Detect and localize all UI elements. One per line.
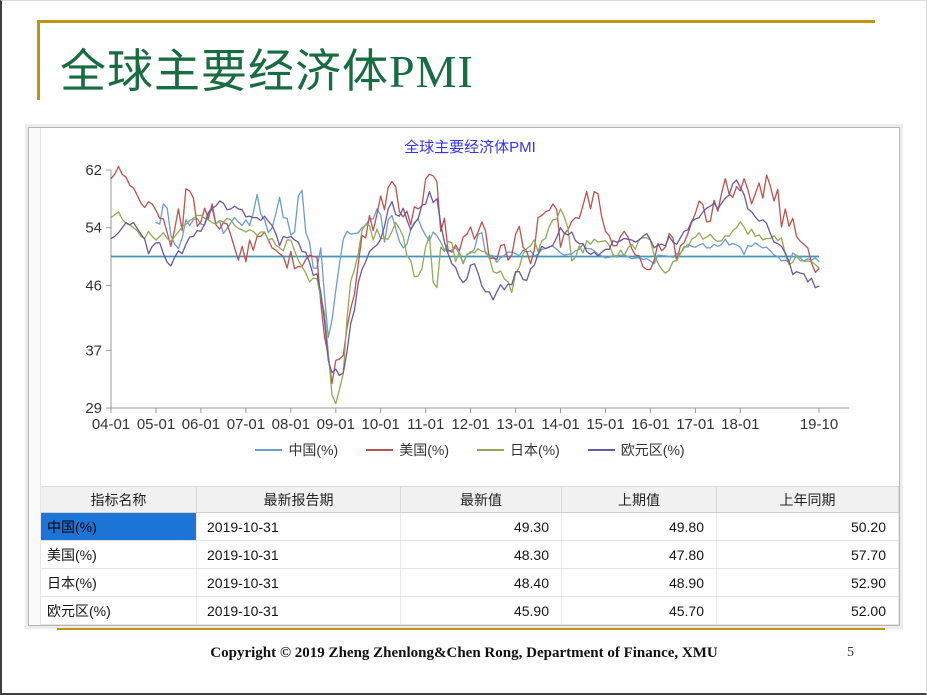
svg-text:12-01: 12-01: [451, 416, 489, 433]
chart-area: 62 54 46 37 29 04-01 05-01 06-01 07-01 08-01 09-01…: [41, 128, 899, 486]
legend-swatch-usa: [366, 449, 394, 451]
table-row[interactable]: 美国(%) 2019-10-31 48.30 47.80 57.70: [41, 541, 899, 569]
svg-text:08-01: 08-01: [272, 416, 310, 433]
header-cell-previous-value[interactable]: 上期值: [562, 487, 717, 512]
series-line-usa: [110, 165, 820, 385]
footer-copyright: Copyright © 2019 Zheng Zhenlong&Chen Ron…: [210, 645, 718, 661]
svg-text:14-01: 14-01: [541, 416, 579, 433]
footer-rule: [57, 628, 885, 630]
svg-text:37: 37: [85, 342, 102, 359]
cell-indicator-name-selected[interactable]: 中国(%): [41, 513, 197, 540]
legend-label-china: 中国(%): [288, 442, 339, 458]
page-number: 5: [847, 645, 854, 660]
cell-year-ago-value[interactable]: 52.90: [717, 569, 899, 596]
table-row[interactable]: 欧元区(%) 2019-10-31 45.90 45.70 52.00: [41, 597, 899, 625]
legend-label-japan: 日本(%): [510, 442, 560, 458]
legend-item-china: 中国(%): [255, 440, 338, 460]
cell-report-date[interactable]: 2019-10-31: [197, 569, 401, 596]
series-line-eurozone: [110, 179, 820, 377]
table-row[interactable]: 中国(%) 2019-10-31 49.30 49.80 50.20: [41, 513, 899, 541]
svg-text:07-01: 07-01: [227, 416, 265, 433]
cell-indicator-name[interactable]: 美国(%): [41, 541, 197, 568]
series-line-china: [155, 189, 820, 338]
cell-year-ago-value[interactable]: 50.20: [717, 513, 899, 540]
title-top-rule: [37, 20, 875, 23]
svg-text:16-01: 16-01: [631, 416, 669, 433]
table-body: 中国(%) 2019-10-31 49.30 49.80 50.20 美国(%) 2019-…: [41, 513, 899, 625]
svg-text:13-01: 13-01: [496, 416, 534, 433]
cell-previous-value[interactable]: 49.80: [562, 513, 717, 540]
panel-left-gutter: [29, 128, 41, 625]
legend-swatch-japan: [477, 449, 504, 451]
chart-title: 全球主要经济体PMI: [404, 139, 536, 156]
cell-indicator-name[interactable]: 欧元区(%): [41, 597, 197, 624]
cell-year-ago-value[interactable]: 52.00: [717, 597, 899, 624]
cell-latest-value[interactable]: 48.30: [401, 541, 562, 568]
svg-text:06-01: 06-01: [182, 416, 220, 433]
chart-table-panel: 62 54 46 37 29 04-01 05-01 06-01 07-01 08-01 09-01…: [28, 127, 900, 626]
svg-text:18-01: 18-01: [721, 416, 759, 433]
chart-legend: 中国(%) 美国(%) 日本(%) 欧元区(%): [41, 440, 899, 460]
svg-text:54: 54: [85, 220, 102, 237]
cell-previous-value[interactable]: 47.80: [562, 541, 717, 568]
legend-label-usa: 美国(%): [399, 442, 449, 458]
cell-latest-value[interactable]: 45.90: [401, 597, 562, 624]
legend-item-japan: 日本(%): [477, 440, 560, 460]
legend-swatch-eurozone: [587, 449, 615, 451]
legend-item-usa: 美国(%): [366, 440, 449, 460]
svg-text:29: 29: [85, 400, 102, 417]
svg-text:04-01: 04-01: [92, 416, 130, 433]
header-cell-year-ago-value[interactable]: 上年同期: [717, 487, 899, 512]
cell-previous-value[interactable]: 48.90: [562, 569, 717, 596]
svg-text:17-01: 17-01: [676, 416, 714, 433]
svg-text:11-01: 11-01: [407, 416, 444, 433]
svg-text:19-10: 19-10: [800, 416, 838, 433]
cell-indicator-name[interactable]: 日本(%): [41, 569, 197, 596]
title-left-rule: [37, 20, 40, 100]
svg-text:09-01: 09-01: [317, 416, 355, 433]
svg-text:46: 46: [85, 277, 102, 294]
table-header-row: 指标名称 最新报告期 最新值 上期值 上年同期: [41, 486, 899, 513]
svg-text:05-01: 05-01: [137, 416, 175, 433]
header-cell-indicator-name[interactable]: 指标名称: [41, 487, 197, 512]
legend-item-eurozone: 欧元区(%): [587, 440, 685, 460]
cell-report-date[interactable]: 2019-10-31: [197, 541, 401, 568]
table-row[interactable]: 日本(%) 2019-10-31 48.40 48.90 52.90: [41, 569, 899, 597]
header-cell-report-date[interactable]: 最新报告期: [197, 487, 401, 512]
cell-latest-value[interactable]: 49.30: [401, 513, 562, 540]
legend-swatch-china: [255, 449, 283, 451]
svg-text:15-01: 15-01: [586, 416, 624, 433]
cell-year-ago-value[interactable]: 57.70: [717, 541, 899, 568]
page-title: 全球主要经济体PMI: [60, 46, 474, 97]
cell-report-date[interactable]: 2019-10-31: [197, 597, 401, 624]
series-line-japan: [110, 208, 820, 405]
svg-text:62: 62: [85, 162, 102, 179]
header-cell-latest-value[interactable]: 最新值: [401, 487, 562, 512]
cell-previous-value[interactable]: 45.70: [562, 597, 717, 624]
cell-latest-value[interactable]: 48.40: [401, 569, 562, 596]
indicators-table: 指标名称 最新报告期 最新值 上期值 上年同期 中国(%) 2019-10-31 4…: [41, 486, 899, 625]
cell-report-date[interactable]: 2019-10-31: [197, 513, 401, 540]
svg-text:10-01: 10-01: [362, 416, 400, 433]
legend-label-eurozone: 欧元区(%): [620, 442, 685, 458]
